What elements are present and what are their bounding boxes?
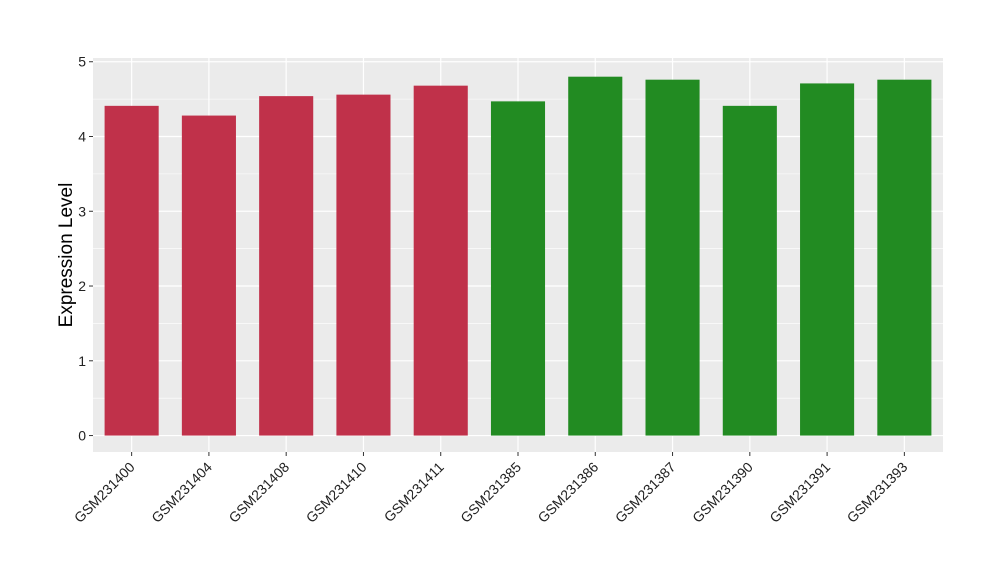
y-tick-label: 4	[78, 129, 86, 145]
x-tick-label: GSM231408	[225, 459, 292, 526]
x-axis: GSM231400 GSM231404 GSM231408 GSM231410 GSM2…	[71, 452, 911, 526]
x-tick-label: GSM231410	[303, 459, 370, 526]
y-tick-label: 0	[78, 428, 86, 444]
bar	[645, 79, 700, 436]
y-tick-label: 1	[78, 353, 86, 369]
bars	[104, 76, 932, 436]
x-tick-label: GSM231386	[534, 459, 601, 526]
bar	[181, 115, 236, 436]
bar	[877, 79, 932, 436]
x-tick-label: GSM231385	[457, 459, 524, 526]
x-tick-label: GSM231404	[148, 459, 215, 526]
y-tick-label: 3	[78, 203, 86, 219]
y-tick-label: 5	[78, 54, 86, 70]
x-tick-label: GSM231411	[381, 459, 447, 525]
y-tick-label: 2	[78, 278, 86, 294]
bar	[800, 83, 855, 436]
x-tick-label: GSM231400	[71, 459, 138, 526]
bar	[413, 85, 468, 436]
bar	[104, 105, 159, 436]
bar	[490, 101, 546, 436]
bar	[722, 105, 777, 436]
x-tick-label: GSM231390	[689, 459, 756, 526]
y-axis: 0 1 2 3 4 5	[78, 54, 93, 444]
bar	[568, 76, 623, 436]
bar	[336, 94, 391, 436]
x-tick-label: GSM231391	[766, 459, 833, 526]
x-tick-label: GSM231393	[844, 459, 911, 526]
bar	[259, 96, 314, 436]
x-tick-label: GSM231387	[612, 459, 679, 526]
y-axis-title: Expression Level	[56, 183, 77, 328]
